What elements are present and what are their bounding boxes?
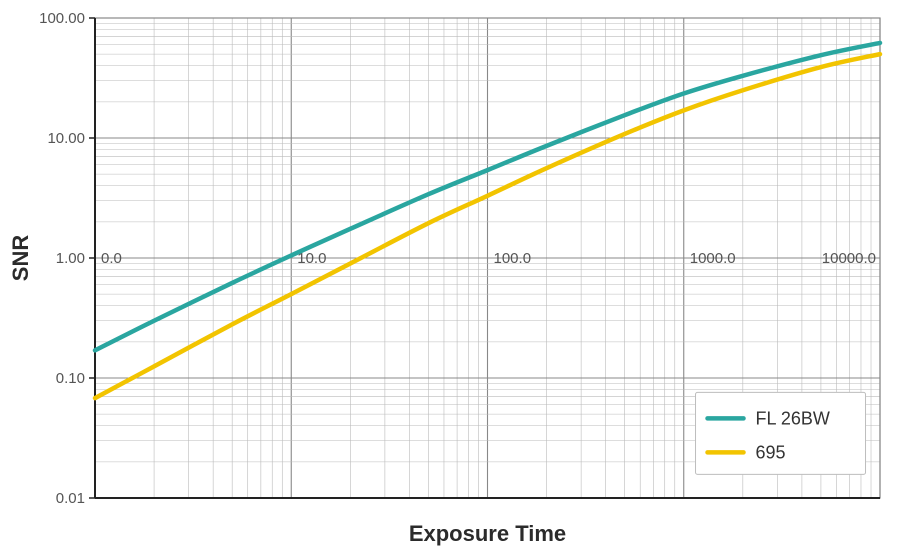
x-tick-label: 10000.0 bbox=[822, 250, 876, 267]
legend: FL 26BW 695 bbox=[696, 392, 866, 474]
x-tick-label: 1000.0 bbox=[690, 250, 736, 267]
snr-vs-exposure-chart: 0.010.101.0010.00100.000.010.0100.01000.… bbox=[0, 0, 900, 553]
y-tick-label: 0.01 bbox=[56, 490, 85, 507]
legend-label: 695 bbox=[756, 442, 786, 462]
y-tick-label: 1.00 bbox=[56, 250, 85, 267]
y-axis-title: SNR bbox=[8, 235, 33, 282]
x-axis-title: Exposure Time bbox=[409, 521, 566, 546]
y-tick-label: 100.00 bbox=[39, 10, 85, 27]
y-tick-label: 10.00 bbox=[47, 130, 85, 147]
x-tick-label: 100.0 bbox=[494, 250, 532, 267]
legend-label: FL 26BW bbox=[756, 408, 830, 428]
y-tick-label: 0.10 bbox=[56, 370, 85, 387]
chart-svg: 0.010.101.0010.00100.000.010.0100.01000.… bbox=[0, 0, 900, 553]
x-tick-label: 0.0 bbox=[101, 250, 122, 267]
